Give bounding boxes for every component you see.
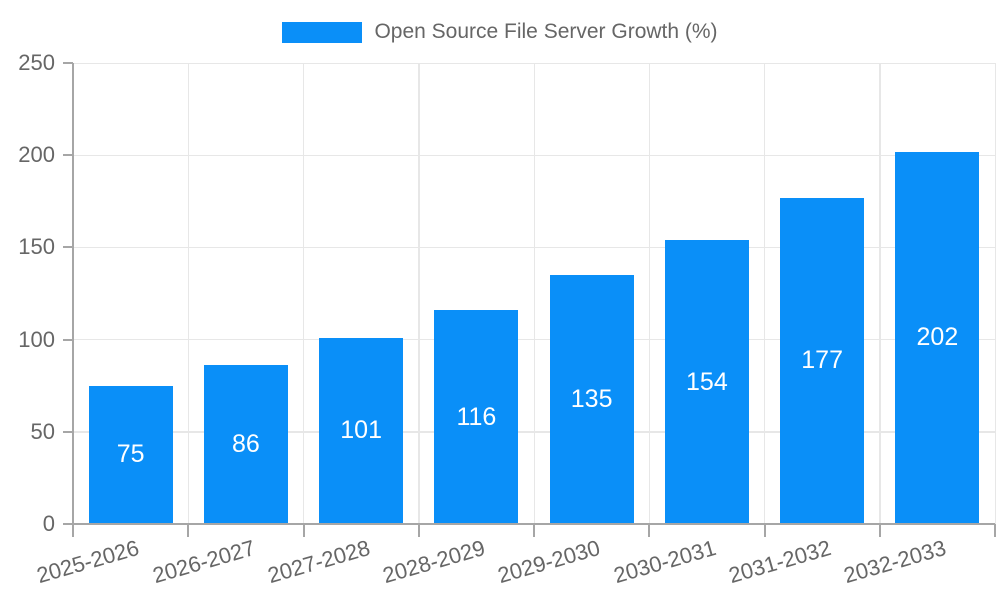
x-tick-label: 2025-2026: [34, 535, 143, 589]
bar-value-label: 101: [340, 416, 382, 445]
bar-value-label: 177: [801, 346, 843, 375]
x-tick-mark: [187, 524, 190, 537]
x-tick-mark: [994, 524, 996, 537]
x-gridline: [303, 63, 305, 524]
chart-legend: Open Source File Server Growth (%): [0, 20, 1000, 44]
x-tick-mark: [417, 524, 420, 537]
y-tick-mark: [63, 246, 73, 249]
y-tick-mark: [63, 523, 73, 525]
bar-value-label: 116: [456, 402, 497, 431]
x-tick-mark: [648, 524, 651, 537]
bar[interactable]: 101: [319, 337, 404, 524]
bar-value-label: 86: [231, 430, 260, 459]
x-axis-line: [63, 523, 995, 525]
x-tick-label: 2027-2028: [264, 535, 373, 589]
x-tick-label: 2031-2032: [725, 535, 834, 589]
y-tick-label: 150: [18, 234, 55, 260]
x-tick-label: 2026-2027: [149, 535, 258, 589]
bar[interactable]: 116: [434, 310, 519, 524]
y-tick-mark: [63, 430, 73, 433]
x-gridline: [187, 63, 190, 524]
x-gridline: [533, 63, 535, 524]
x-tick-mark: [878, 524, 881, 537]
y-tick-label: 0: [42, 511, 55, 536]
legend-item[interactable]: Open Source File Server Growth (%): [282, 20, 718, 44]
legend-label: Open Source File Server Growth (%): [374, 20, 718, 43]
bar[interactable]: 75: [88, 385, 173, 524]
x-tick-mark: [533, 524, 535, 537]
y-tick-mark: [63, 338, 73, 341]
bar[interactable]: 135: [549, 275, 634, 524]
y-tick-mark: [63, 154, 73, 157]
bar[interactable]: 86: [203, 365, 288, 524]
y-tick-label: 250: [18, 50, 55, 75]
y-axis-line: [72, 63, 74, 537]
x-tick-label: 2030-2031: [610, 535, 719, 589]
y-tick-label: 50: [30, 418, 55, 444]
x-gridline: [418, 63, 420, 524]
x-gridline: [648, 63, 651, 524]
x-tick-label: 2029-2030: [495, 535, 604, 589]
x-tick-label: 2028-2029: [379, 535, 488, 589]
bar-value-label: 135: [570, 385, 613, 414]
x-tick-mark: [763, 524, 766, 537]
bar-value-label: 202: [916, 323, 959, 352]
x-gridline: [879, 63, 881, 524]
bar-value-label: 75: [116, 440, 145, 469]
y-tick-label: 200: [18, 142, 55, 168]
y-tick-label: 100: [18, 326, 55, 352]
bar-value-label: 154: [686, 367, 728, 396]
x-tick-mark: [72, 524, 74, 537]
x-gridline: [764, 63, 766, 524]
bar[interactable]: 202: [895, 151, 980, 524]
x-gridline: [994, 63, 996, 524]
x-tick-mark: [302, 524, 305, 537]
bar[interactable]: 154: [664, 240, 749, 524]
x-tick-label: 2032-2033: [840, 535, 949, 589]
y-tick-mark: [63, 62, 73, 64]
legend-swatch-icon: [282, 21, 363, 43]
bar[interactable]: 177: [780, 197, 865, 524]
